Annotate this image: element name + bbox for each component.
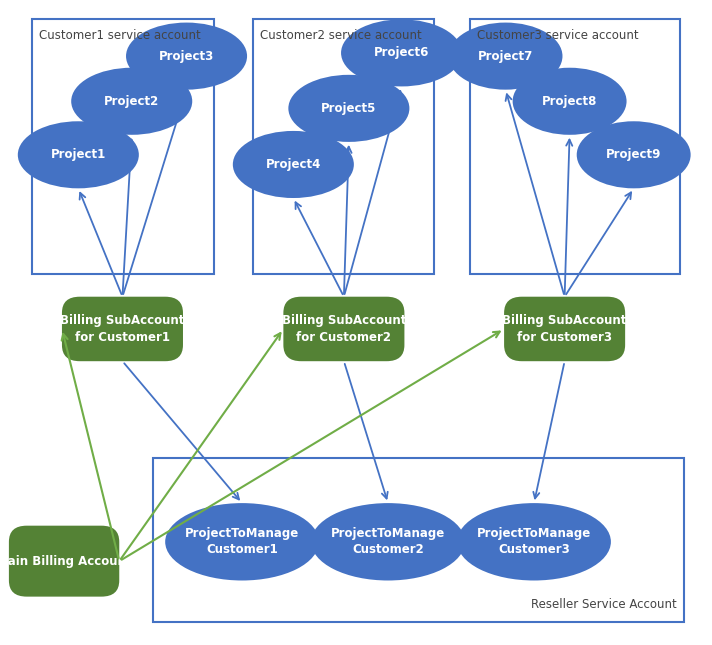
Text: Customer3 service account: Customer3 service account [477,29,639,42]
FancyBboxPatch shape [504,297,625,361]
Text: Project5: Project5 [321,102,377,115]
Ellipse shape [449,23,562,90]
Bar [470,19,680,274]
Ellipse shape [311,503,465,580]
Text: Project2: Project2 [104,95,159,108]
Ellipse shape [126,23,247,90]
Ellipse shape [18,121,139,188]
FancyBboxPatch shape [283,297,404,361]
Text: Project3: Project3 [159,50,214,63]
Ellipse shape [288,75,409,142]
Text: Reseller Service Account: Reseller Service Account [530,598,676,611]
Text: Project7: Project7 [478,50,533,63]
Ellipse shape [71,68,192,135]
Ellipse shape [513,68,627,135]
FancyBboxPatch shape [62,297,183,361]
FancyBboxPatch shape [9,526,119,597]
Text: Billing SubAccount
for Customer1: Billing SubAccount for Customer1 [61,314,184,344]
Text: ProjectToManage
Customer1: ProjectToManage Customer1 [185,528,299,556]
Ellipse shape [457,503,611,580]
Bar [153,458,684,622]
Text: Customer1 service account: Customer1 service account [39,29,201,42]
Text: ProjectToManage
Customer2: ProjectToManage Customer2 [331,528,445,556]
Text: ProjectToManage
Customer3: ProjectToManage Customer3 [477,528,591,556]
Ellipse shape [233,131,354,198]
Ellipse shape [165,503,319,580]
Text: Project9: Project9 [606,148,661,161]
Text: Billing SubAccount
for Customer2: Billing SubAccount for Customer2 [282,314,406,344]
Text: Billing SubAccount
for Customer3: Billing SubAccount for Customer3 [503,314,627,344]
Text: Project8: Project8 [542,95,597,108]
Text: Project6: Project6 [374,46,429,59]
Text: Project1: Project1 [51,148,106,161]
Text: Customer2 service account: Customer2 service account [260,29,422,42]
Bar [253,19,434,274]
Text: Project4: Project4 [266,158,321,171]
Ellipse shape [341,19,462,86]
Ellipse shape [577,121,691,188]
Text: Main Billing Account: Main Billing Account [0,555,132,568]
Bar [32,19,214,274]
